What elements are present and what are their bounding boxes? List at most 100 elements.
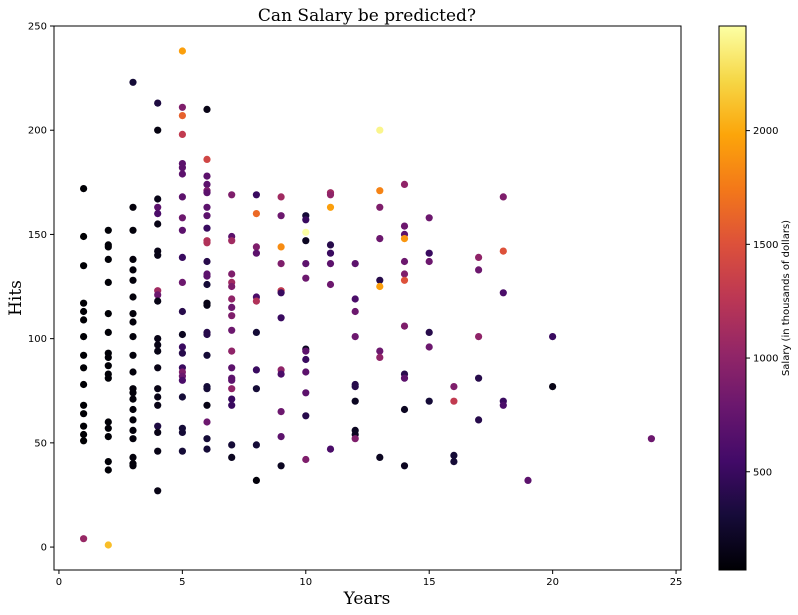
data-point (425, 257, 433, 266)
data-point (154, 291, 162, 299)
data-point (425, 343, 433, 351)
data-point (228, 326, 236, 334)
data-point (154, 335, 162, 343)
data-point (129, 276, 137, 284)
data-point (376, 187, 384, 195)
data-point (80, 232, 88, 241)
x-axis-label: Years (343, 589, 391, 609)
data-point (129, 453, 137, 461)
data-point (351, 295, 359, 303)
data-point (129, 293, 137, 301)
data-point (178, 343, 186, 351)
y-tick-label: 50 (34, 438, 47, 449)
data-point (228, 453, 236, 461)
data-point (104, 328, 112, 336)
colorbar (718, 25, 747, 571)
colorbar-tick-label: 1500 (753, 240, 778, 251)
data-point (178, 130, 186, 138)
data-point (203, 257, 211, 266)
data-point (129, 435, 137, 443)
y-tick-label: 100 (28, 334, 47, 345)
y-tick-label: 200 (28, 126, 47, 137)
x-tick-label: 0 (56, 577, 62, 588)
data-point (228, 237, 236, 245)
data-point (104, 466, 112, 474)
data-point (178, 307, 186, 316)
data-point (228, 270, 236, 278)
data-point (154, 297, 162, 305)
data-point (104, 374, 112, 382)
data-point (252, 476, 260, 484)
data-point (80, 185, 88, 193)
data-point (154, 347, 162, 355)
data-point (80, 364, 88, 372)
data-point (104, 433, 112, 441)
data-point (400, 374, 409, 382)
data-point (302, 389, 310, 397)
data-point (154, 487, 162, 495)
data-point (129, 368, 137, 376)
colorbar-tick-label: 1000 (753, 354, 778, 365)
data-point (104, 226, 112, 234)
x-tick-label: 15 (423, 577, 436, 588)
data-point (104, 255, 112, 263)
data-point (129, 310, 137, 318)
data-point (252, 385, 260, 393)
data-point (203, 203, 211, 211)
x-tick-label: 20 (546, 577, 559, 588)
data-point (104, 278, 112, 286)
data-point (499, 193, 507, 201)
data-point (425, 249, 433, 257)
data-point (376, 347, 384, 355)
colorbar-tick-label: 2000 (753, 126, 778, 137)
data-point (80, 299, 88, 307)
data-point (228, 376, 236, 384)
data-point (154, 364, 162, 372)
data-point (228, 401, 236, 409)
x-tick-label: 25 (670, 577, 683, 588)
data-point (228, 441, 236, 449)
data-point (252, 297, 260, 305)
data-point (104, 424, 112, 432)
data-point (450, 451, 458, 459)
data-point (178, 47, 186, 55)
data-point (154, 251, 162, 259)
data-point (154, 99, 162, 107)
data-point (351, 333, 359, 341)
data-point (400, 462, 409, 470)
data-point (228, 385, 236, 393)
data-point (129, 405, 137, 414)
colorbar-ticks: 500 1000 1500 2000 (746, 126, 778, 478)
colorbar-label: Salary (in thousands of dollars) (781, 220, 792, 376)
data-point (203, 172, 211, 180)
data-point (499, 289, 507, 297)
data-point (228, 364, 236, 372)
data-point (376, 282, 384, 291)
chart-title: Can Salary be predicted? (258, 6, 476, 26)
data-point (425, 328, 433, 336)
data-point (154, 341, 162, 349)
data-point (302, 412, 310, 420)
data-point (252, 191, 260, 199)
data-point (277, 243, 285, 251)
data-point (80, 437, 88, 445)
data-point (351, 435, 359, 443)
data-point (376, 126, 384, 134)
data-point (252, 243, 260, 251)
data-point (104, 243, 112, 251)
data-point (203, 105, 211, 113)
data-point (203, 189, 211, 197)
data-point (203, 401, 211, 409)
data-point (154, 195, 162, 203)
data-point (178, 193, 186, 201)
data-point (178, 226, 186, 234)
data-point (178, 170, 186, 178)
data-point (203, 301, 211, 309)
data-point (228, 295, 236, 303)
data-point (450, 458, 458, 466)
data-point (326, 249, 335, 257)
data-point (129, 226, 137, 234)
data-point (104, 541, 112, 549)
data-point (475, 374, 483, 382)
data-point (80, 351, 88, 359)
